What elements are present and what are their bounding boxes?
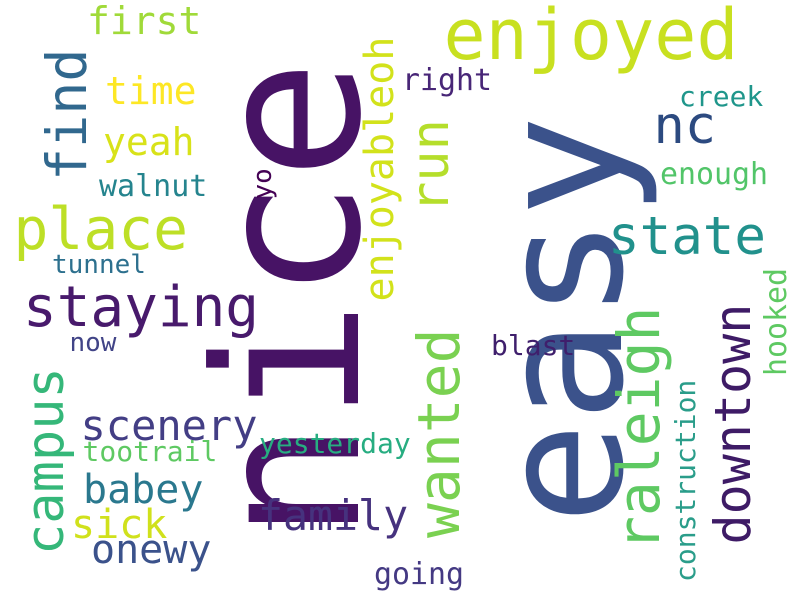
word-enough: enough bbox=[660, 157, 769, 192]
word-walnut: walnut bbox=[99, 169, 208, 204]
word-now: now bbox=[69, 328, 117, 358]
word-going: going bbox=[374, 557, 464, 592]
word-enjoyed: enjoyed bbox=[443, 0, 739, 76]
word-run: run bbox=[401, 119, 461, 213]
word-place: place bbox=[13, 195, 189, 263]
word-tunnel: tunnel bbox=[52, 250, 146, 280]
word-time: time bbox=[105, 69, 197, 113]
word-yo: yo bbox=[248, 168, 278, 200]
word-tootrail: tootrail bbox=[82, 435, 218, 468]
word-blast: blast bbox=[491, 329, 576, 362]
word-downtown: downtown bbox=[704, 303, 762, 545]
word-scenery: scenery bbox=[80, 401, 258, 450]
word-yesterday: yesterday bbox=[259, 427, 411, 460]
word-enjoyableoh: enjoyableoh bbox=[357, 36, 403, 302]
word-first: first bbox=[87, 0, 202, 43]
word-family: family bbox=[258, 491, 409, 540]
word-onewy: onewy bbox=[91, 527, 212, 573]
word-creek: creek bbox=[679, 80, 764, 113]
word-babey: babey bbox=[83, 467, 204, 513]
word-nc: nc bbox=[653, 96, 717, 156]
word-hooked: hooked bbox=[759, 267, 794, 376]
word-campus: campus bbox=[16, 367, 76, 555]
word-construction: construction bbox=[669, 379, 702, 582]
word-wanted: wanted bbox=[405, 328, 473, 538]
word-state: state bbox=[608, 206, 766, 267]
word-raleigh: raleigh bbox=[605, 306, 673, 551]
word-find: find bbox=[35, 48, 99, 181]
word-sick: sick bbox=[71, 502, 168, 548]
word-yeah: yeah bbox=[103, 120, 195, 164]
word-staying: staying bbox=[23, 275, 260, 340]
word-right: right bbox=[402, 63, 492, 98]
